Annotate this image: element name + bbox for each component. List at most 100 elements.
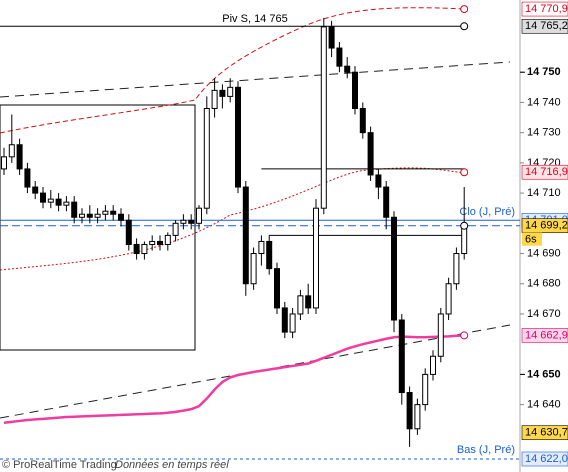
price-tag-label: 14 699,2 (525, 220, 568, 232)
candle-body (157, 240, 163, 245)
price-tag-label: 14 716,9 (525, 166, 568, 178)
price-tag-label: 14 622,0 (525, 453, 568, 465)
candle-body (86, 213, 93, 218)
level-marker (460, 331, 469, 340)
candle-body (352, 71, 358, 109)
level-marker (460, 5, 469, 14)
level-marker (460, 168, 469, 177)
candle-body (172, 222, 179, 236)
candle-body (94, 213, 101, 218)
moving-average (3, 334, 465, 424)
candle-body (422, 373, 429, 406)
candle-body (79, 213, 85, 218)
candle-body (242, 186, 249, 285)
candle-body (406, 392, 413, 430)
candle-body (320, 26, 327, 209)
candle-body (71, 201, 78, 218)
candle-body (203, 107, 210, 209)
candle-body (196, 207, 202, 224)
candle-body (297, 295, 304, 315)
y-tick-label: 14 710 (527, 187, 561, 199)
y-tick-label: 14 690 (527, 247, 561, 259)
candle-body (16, 144, 23, 170)
footer-brand: © ProRealTime Trading (2, 459, 117, 471)
candle-body (367, 132, 374, 176)
price-tag-label: 14 662,9 (525, 329, 568, 341)
candle-body (430, 355, 436, 375)
candle-body (188, 219, 195, 224)
candle-body (211, 89, 218, 109)
upper-band (0, 7, 466, 134)
price-tag (521, 218, 568, 234)
candle-body (437, 313, 444, 357)
candle-body (336, 47, 343, 67)
candle-body (383, 186, 390, 218)
candle-body (445, 283, 452, 315)
candle-body (32, 186, 39, 194)
candle-body (266, 240, 273, 270)
candle-body (219, 89, 226, 97)
y-tick-label: 14 730 (527, 127, 561, 139)
y-tick-label: 14 740 (527, 96, 561, 108)
candle-body (414, 404, 421, 430)
y-tick-label: 14 670 (527, 308, 561, 320)
candle-body (359, 107, 366, 134)
price-tag (521, 18, 568, 34)
lower-band (0, 167, 466, 271)
candle-body (8, 144, 15, 158)
candle-body (141, 243, 148, 255)
candle-body (102, 210, 109, 215)
candle-body (258, 240, 265, 255)
candle-body (375, 174, 382, 188)
price-tag-label: 14 770,9 (525, 3, 568, 15)
level-marker (460, 221, 469, 230)
candle-body (133, 243, 140, 255)
price-tag (521, 164, 568, 180)
price-tag (521, 1, 568, 17)
y-tick-label: 14 640 (527, 399, 561, 411)
candle-body (149, 240, 156, 245)
candle-body (227, 86, 234, 97)
candle-body (391, 216, 397, 321)
level-marker (460, 22, 469, 31)
price-tag (521, 328, 568, 343)
candle-body (235, 86, 241, 188)
candle-body (281, 307, 288, 333)
candle-body (344, 65, 351, 73)
timer-box (522, 232, 542, 246)
range-box (0, 104, 196, 351)
candle-body (1, 156, 7, 170)
y-tick-label: 14 750 (527, 66, 561, 78)
candle-body (110, 210, 117, 215)
footer-note: Données en temps réel (115, 459, 229, 471)
candle-body (164, 234, 171, 245)
close-label: Clo (J, Pré) (459, 206, 515, 218)
candle-body (250, 253, 257, 285)
candle-body (63, 201, 70, 206)
y-tick-label: 14 650 (527, 368, 561, 380)
price-tag (521, 451, 568, 467)
candle-body (24, 168, 31, 188)
candle-body (328, 26, 335, 49)
price-tag (521, 425, 568, 441)
price-tag-label: 14 765,2 (525, 20, 568, 32)
candle-body (125, 219, 132, 245)
trend-line-upper (0, 61, 511, 98)
candle-body (40, 192, 46, 203)
candle-body (274, 268, 280, 309)
candle-body (289, 313, 296, 333)
candle-body (398, 319, 405, 394)
pivot-label: Piv S, 14 765 (222, 13, 287, 25)
timer-label: 6s (525, 234, 537, 246)
price-tag-label: 14 630,7 (525, 427, 568, 439)
y-tick-label: 14 680 (527, 278, 561, 290)
candle-body (461, 225, 468, 255)
low-label: Bas (J, Pré) (457, 444, 515, 456)
candle-body (305, 295, 312, 309)
candle-body (47, 198, 54, 203)
candle-body (55, 198, 62, 206)
candle-body (313, 207, 319, 309)
candle-body (453, 253, 460, 285)
